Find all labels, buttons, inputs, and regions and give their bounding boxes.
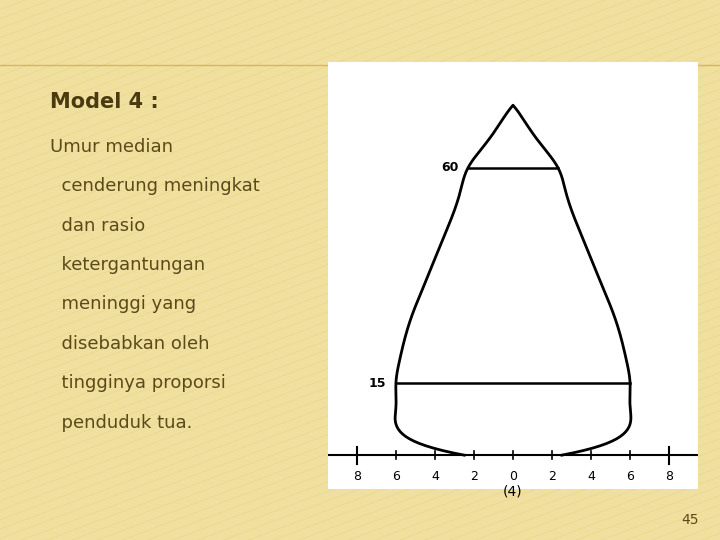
Text: 60: 60 [441,161,459,174]
Text: 45: 45 [681,512,698,526]
Text: disebabkan oleh: disebabkan oleh [50,335,210,353]
Text: penduduk tua.: penduduk tua. [50,414,193,431]
Text: cenderung meningkat: cenderung meningkat [50,177,260,195]
Text: 15: 15 [369,377,386,390]
Text: 8: 8 [353,470,361,483]
Text: ketergantungan: ketergantungan [50,256,205,274]
Text: 2: 2 [470,470,478,483]
Text: Model 4 :: Model 4 : [50,92,159,112]
Text: 6: 6 [392,470,400,483]
Text: 0: 0 [509,470,517,483]
Text: dan rasio: dan rasio [50,217,145,234]
Text: 4: 4 [587,470,595,483]
Text: 6: 6 [626,470,634,483]
Text: Umur median: Umur median [50,138,174,156]
Text: (4): (4) [503,485,523,499]
Text: 8: 8 [665,470,673,483]
Text: 2: 2 [548,470,556,483]
Text: tingginya proporsi: tingginya proporsi [50,374,226,392]
Text: 4: 4 [431,470,439,483]
Text: meninggi yang: meninggi yang [50,295,197,313]
